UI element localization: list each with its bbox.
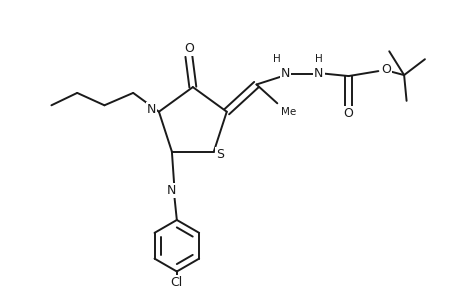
- Text: O: O: [343, 107, 353, 120]
- Text: S: S: [215, 148, 223, 160]
- Text: N: N: [146, 103, 156, 116]
- Text: H: H: [272, 54, 280, 64]
- Text: Me: Me: [280, 107, 296, 117]
- Text: H: H: [314, 54, 322, 64]
- Text: Cl: Cl: [170, 276, 183, 289]
- Text: N: N: [313, 67, 323, 80]
- Text: N: N: [167, 184, 176, 197]
- Text: N: N: [280, 67, 289, 80]
- Text: O: O: [184, 42, 193, 56]
- Text: O: O: [380, 63, 390, 76]
